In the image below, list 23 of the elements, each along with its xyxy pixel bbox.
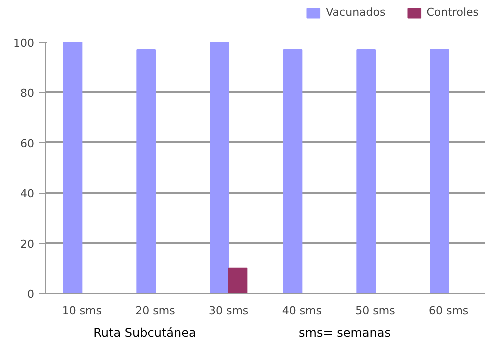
text: sms= semanas [298, 325, 392, 342]
bar [210, 42, 230, 294]
legend-label: Vacunados [326, 6, 386, 19]
y-tick-label: 0 [28, 288, 34, 301]
y-tick-label: 100 [14, 37, 35, 50]
y-tick-label: 80 [20, 87, 35, 100]
y-tick-label: 20 [20, 238, 35, 251]
bar [283, 50, 303, 294]
bar [228, 268, 248, 294]
x-tick-label: 40 sms [282, 304, 322, 318]
bar [63, 42, 83, 294]
x-tick-label: 10 sms [62, 304, 102, 318]
x-tick-label: 20 sms [136, 304, 176, 318]
bar [136, 50, 156, 294]
legend-label: Controles [426, 6, 479, 19]
bar [430, 50, 450, 294]
x-tick-label: 60 sms [429, 304, 469, 318]
x-tick-label: 50 sms [356, 304, 396, 318]
y-tick-label: 60 [20, 137, 35, 150]
y-tick-label: 40 [20, 188, 35, 201]
text: Ruta Subcutánea [92, 325, 198, 342]
x-tick-label: 30 sms [209, 304, 249, 318]
bar [356, 50, 376, 294]
